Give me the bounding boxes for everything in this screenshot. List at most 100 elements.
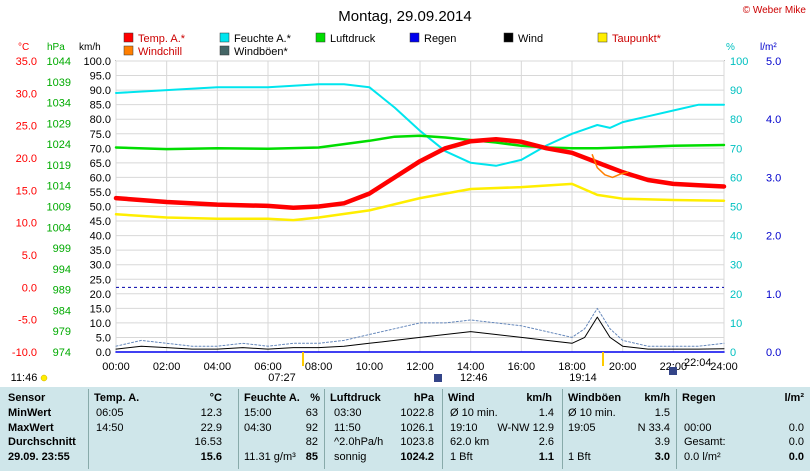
y-tick-label-pressure_hpa: 1044 [47,56,71,68]
table-cell-humidity-time: 11.31 g/m³ [244,450,296,463]
chart-title: Montag, 29.09.2014 [338,8,471,25]
table-column-separator [88,389,89,469]
y-tick-label-humidity_pct: 20 [730,289,742,301]
moonrise-icon [434,374,442,382]
y-tick-label-wind_kmh: 50.0 [90,202,111,214]
time-marker-label: 11:46 [11,372,38,384]
y-tick-label-pressure_hpa: 1019 [47,160,71,172]
legend-swatch [597,32,608,43]
table-cell-humidity-value: 82 [305,436,318,448]
table-cell-pressure-value: 1024.2 [400,450,434,463]
table-cell-temp-value: 15.6 [200,450,222,463]
y-tick-label-wind_kmh: 45.0 [90,216,111,228]
table-cell-wind-label: 19:10 [450,421,478,434]
y-tick-label-temp_c: 5.0 [22,250,37,262]
table-cell-gust-value: 3.9 [654,436,670,448]
table-header-cell: hPa [413,392,434,404]
y-tick-label-temp_c: 30.0 [16,88,37,100]
legend-swatch [123,45,134,56]
table-column-separator [238,389,239,469]
y-tick-label-humidity_pct: 100 [730,56,748,68]
y-tick-label-temp_c: 10.0 [16,218,37,230]
y-tick-label-wind_kmh: 55.0 [90,187,111,199]
time-markers: 11:46 07:27 12:46 19:14 22:04 [11,352,712,384]
y-tick-label-pressure_hpa: 1029 [47,118,71,130]
axis-unit-percent: % [726,42,735,53]
table-header-cell: km/h [644,392,670,404]
table-cell-wind-label: Ø 10 min. [450,407,498,419]
table-row-label: MaxWert [8,421,54,434]
y-tick-label-temp_c: -5.0 [18,315,37,327]
table-cell-wind-value: 1.1 [538,450,554,463]
table-cell-rain-label: 00:00 [684,421,712,434]
y-tick-label-rain_lm2: 1.0 [766,289,781,301]
legend-label: Temp. A.* [138,33,186,45]
moonset-icon [669,367,677,375]
y-tick-label-pressure_hpa: 999 [53,243,71,255]
table-header-cell: Temp. A. [94,392,140,404]
table-header-cell: l/m² [784,392,804,404]
y-tick-label-pressure_hpa: 984 [53,305,71,317]
table-cell-temp-value: 22.9 [200,421,222,434]
x-tick-label: 00:00 [102,361,130,373]
table-cell-gust-label: 1 Bft [568,450,591,463]
table-cell-wind-direction: W-NW 12.9 [497,421,554,434]
table-header-cell: Luftdruck [330,392,381,404]
axis-unit-hpa: hPa [47,42,65,53]
y-tick-label-temp_c: 15.0 [16,185,37,197]
y-tick-label-wind_kmh: 90.0 [90,85,111,97]
legend-swatch [219,32,230,43]
table-cell-humidity-value: 63 [305,407,318,419]
table-column-separator [442,389,443,469]
sun-icon [40,374,48,382]
statistics-table: Sensor Temp. A. °C Feuchte A.% Luftdruck hPa W… [0,387,810,471]
series-line-windb-en- [115,307,725,347]
y-tick-label-pressure_hpa: 979 [53,326,71,338]
y-tick-label-humidity_pct: 70 [730,143,742,155]
table-cell-humidity-value: 85 [305,450,318,463]
table-cell-pressure-value: 1026.1 [400,421,434,434]
table-row-label: MinWert [8,407,52,419]
x-tick-label: 16:00 [508,361,536,373]
table-header-cell: Wind [448,392,475,404]
y-tick-label-pressure_hpa: 1004 [47,222,71,234]
table-header-cell: °C [209,392,222,404]
time-marker-label: 12:46 [460,372,488,384]
x-tick-label: 10:00 [356,361,384,373]
axis-unit-celsius: °C [18,42,29,53]
legend-label: Regen [424,33,456,45]
y-tick-label-rain_lm2: 2.0 [766,231,781,243]
x-tick-label: 18:00 [558,361,586,373]
y-tick-label-humidity_pct: 0 [730,347,736,359]
series-line-taupunkt- [114,182,726,222]
table-cell-pressure-value: 1022.8 [400,407,434,419]
table-cell-temp-value: 16.53 [194,436,222,448]
table-header-cell: Feuchte A. [244,392,300,404]
series-line-wind [115,316,725,350]
y-tick-label-wind_kmh: 10.0 [90,318,111,330]
table-cell-pressure-time: ^2.0hPa/h [334,436,384,448]
time-marker-label: 22:04 [684,357,712,369]
table-cell-pressure-value: 1023.8 [400,436,434,448]
y-tick-label-wind_kmh: 80.0 [90,114,111,126]
legend-label: Taupunkt* [612,33,662,45]
table-cell-humidity-time: 04:30 [244,421,272,434]
x-tick-label: 24:00 [710,361,738,373]
y-tick-label-pressure_hpa: 1009 [47,202,71,214]
table-cell-wind-value: 2.6 [538,436,554,448]
legend-swatch [219,45,230,56]
legend-label: Luftdruck [330,33,376,45]
x-tick-label: 12:00 [406,361,434,373]
legend-swatch [503,32,514,43]
time-marker-label: 19:14 [569,372,597,384]
y-tick-label-humidity_pct: 10 [730,318,742,330]
x-tick-label: 04:00 [204,361,232,373]
table-cell-wind-label: 1 Bft [450,450,473,463]
y-tick-label-pressure_hpa: 1034 [47,98,71,110]
legend-label: Windchill [138,46,182,58]
time-marker-label: 07:27 [268,372,296,384]
y-tick-label-wind_kmh: 65.0 [90,158,111,170]
table-cell-pressure-time: 03:30 [334,407,362,419]
table-header-cell: Sensor [8,392,46,404]
y-tick-label-wind_kmh: 30.0 [90,260,111,272]
